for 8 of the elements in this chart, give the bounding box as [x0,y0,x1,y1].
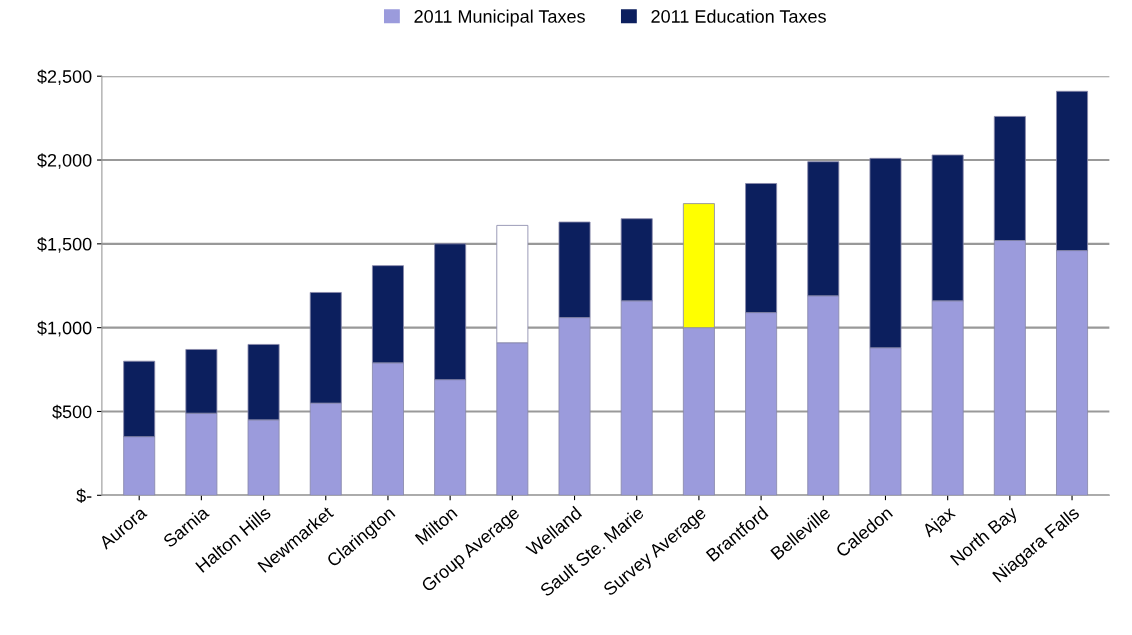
y-tick-label: $- [76,488,92,504]
y-tick-label: $2,000 [37,153,92,169]
y-tick-label: $2,500 [37,69,92,86]
y-tick-label: $1,500 [37,237,92,253]
y-tick-label: $1,000 [37,320,92,337]
y-tick-label: $500 [52,404,92,420]
legend-label: 2011 Municipal Taxes [414,9,585,27]
legend-label: 2011 Education Taxes [651,9,826,23]
